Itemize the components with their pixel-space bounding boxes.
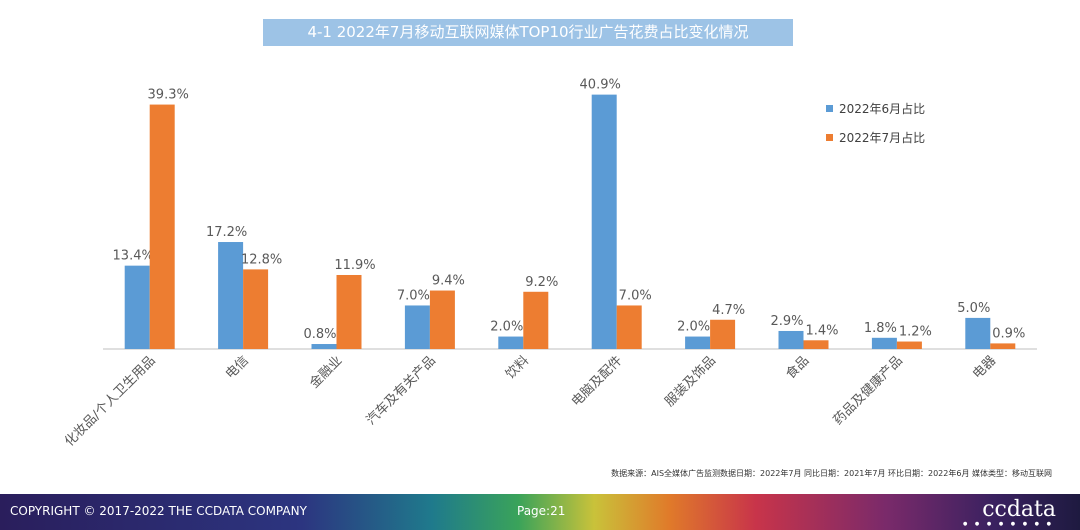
bar-july	[803, 340, 829, 349]
data-label: 1.4%	[805, 323, 838, 338]
bar-june	[591, 94, 617, 349]
data-label: 17.2%	[206, 225, 247, 240]
data-label: 2.9%	[770, 314, 803, 329]
bar-june	[685, 336, 711, 349]
category-label: 金融业	[306, 353, 345, 392]
bar-june	[498, 336, 524, 349]
bar-july	[616, 305, 642, 349]
bar-june	[311, 344, 337, 349]
bar-june	[871, 337, 897, 349]
bar-june	[778, 330, 804, 349]
bar-july	[336, 274, 362, 349]
data-label: 40.9%	[580, 78, 621, 93]
bar-july	[243, 269, 269, 349]
bar-june	[124, 265, 150, 349]
page-number: Page:21	[517, 504, 566, 518]
bar-july	[896, 341, 922, 349]
legend-label: 2022年6月占比	[839, 101, 925, 116]
data-label: 13.4%	[113, 249, 154, 264]
data-label: 4.7%	[712, 303, 745, 318]
data-source-note: 数据来源：AIS全媒体广告监测数据日期：2022年7月 同比日期：2021年7月…	[611, 469, 1052, 478]
data-label: 12.8%	[241, 252, 282, 267]
bar-july	[523, 291, 549, 349]
bar-july	[429, 290, 455, 349]
data-label: 9.4%	[432, 274, 465, 289]
copyright-text: COPYRIGHT © 2017-2022 THE CCDATA COMPANY	[10, 504, 307, 518]
category-label: 化妆品/个人卫生用品	[62, 353, 158, 449]
bar-chart: 13.4% 39.3% 化妆品/个人卫生用品 17.2% 12.8% 电信 0.8% 11.9…	[62, 78, 1037, 450]
data-label: 5.0%	[957, 301, 990, 316]
data-label: 2.0%	[490, 320, 523, 335]
bar-june	[965, 317, 991, 349]
legend-swatch	[826, 105, 833, 112]
category-label: 电器	[970, 353, 999, 382]
bar-june	[404, 305, 430, 349]
logo-dots: ● ● ● ● ● ● ● ●	[962, 521, 1054, 527]
data-label: 11.9%	[334, 258, 375, 273]
data-label: 7.0%	[619, 288, 652, 303]
bar-july	[149, 104, 175, 349]
bar-july	[710, 319, 736, 349]
data-label: 9.2%	[525, 275, 558, 290]
category-label: 药品及健康产品	[830, 353, 906, 429]
data-label: 1.2%	[899, 325, 932, 340]
data-label: 39.3%	[148, 88, 189, 103]
category-label: 电脑及配件	[569, 353, 626, 410]
data-label: 0.8%	[303, 327, 336, 342]
legend-label: 2022年7月占比	[839, 130, 925, 145]
data-label: 1.8%	[864, 321, 897, 336]
ccdata-logo: ccdata	[982, 497, 1056, 522]
category-label: 电信	[223, 353, 252, 382]
legend-swatch	[826, 134, 833, 141]
data-label: 2.0%	[677, 320, 710, 335]
bar-july	[990, 343, 1016, 349]
bar-june	[218, 242, 244, 349]
category-label: 饮料	[503, 353, 532, 382]
chart-title: 4-1 2022年7月移动互联网媒体TOP10行业广告花费占比变化情况	[263, 19, 793, 46]
category-label: 服装及饰品	[662, 353, 719, 410]
category-label: 汽车及有关产品	[363, 353, 439, 429]
data-label: 0.9%	[992, 326, 1025, 341]
category-label: 食品	[783, 353, 813, 383]
data-label: 7.0%	[397, 288, 430, 303]
footer-bar: COPYRIGHT © 2017-2022 THE CCDATA COMPANY…	[0, 494, 1080, 530]
